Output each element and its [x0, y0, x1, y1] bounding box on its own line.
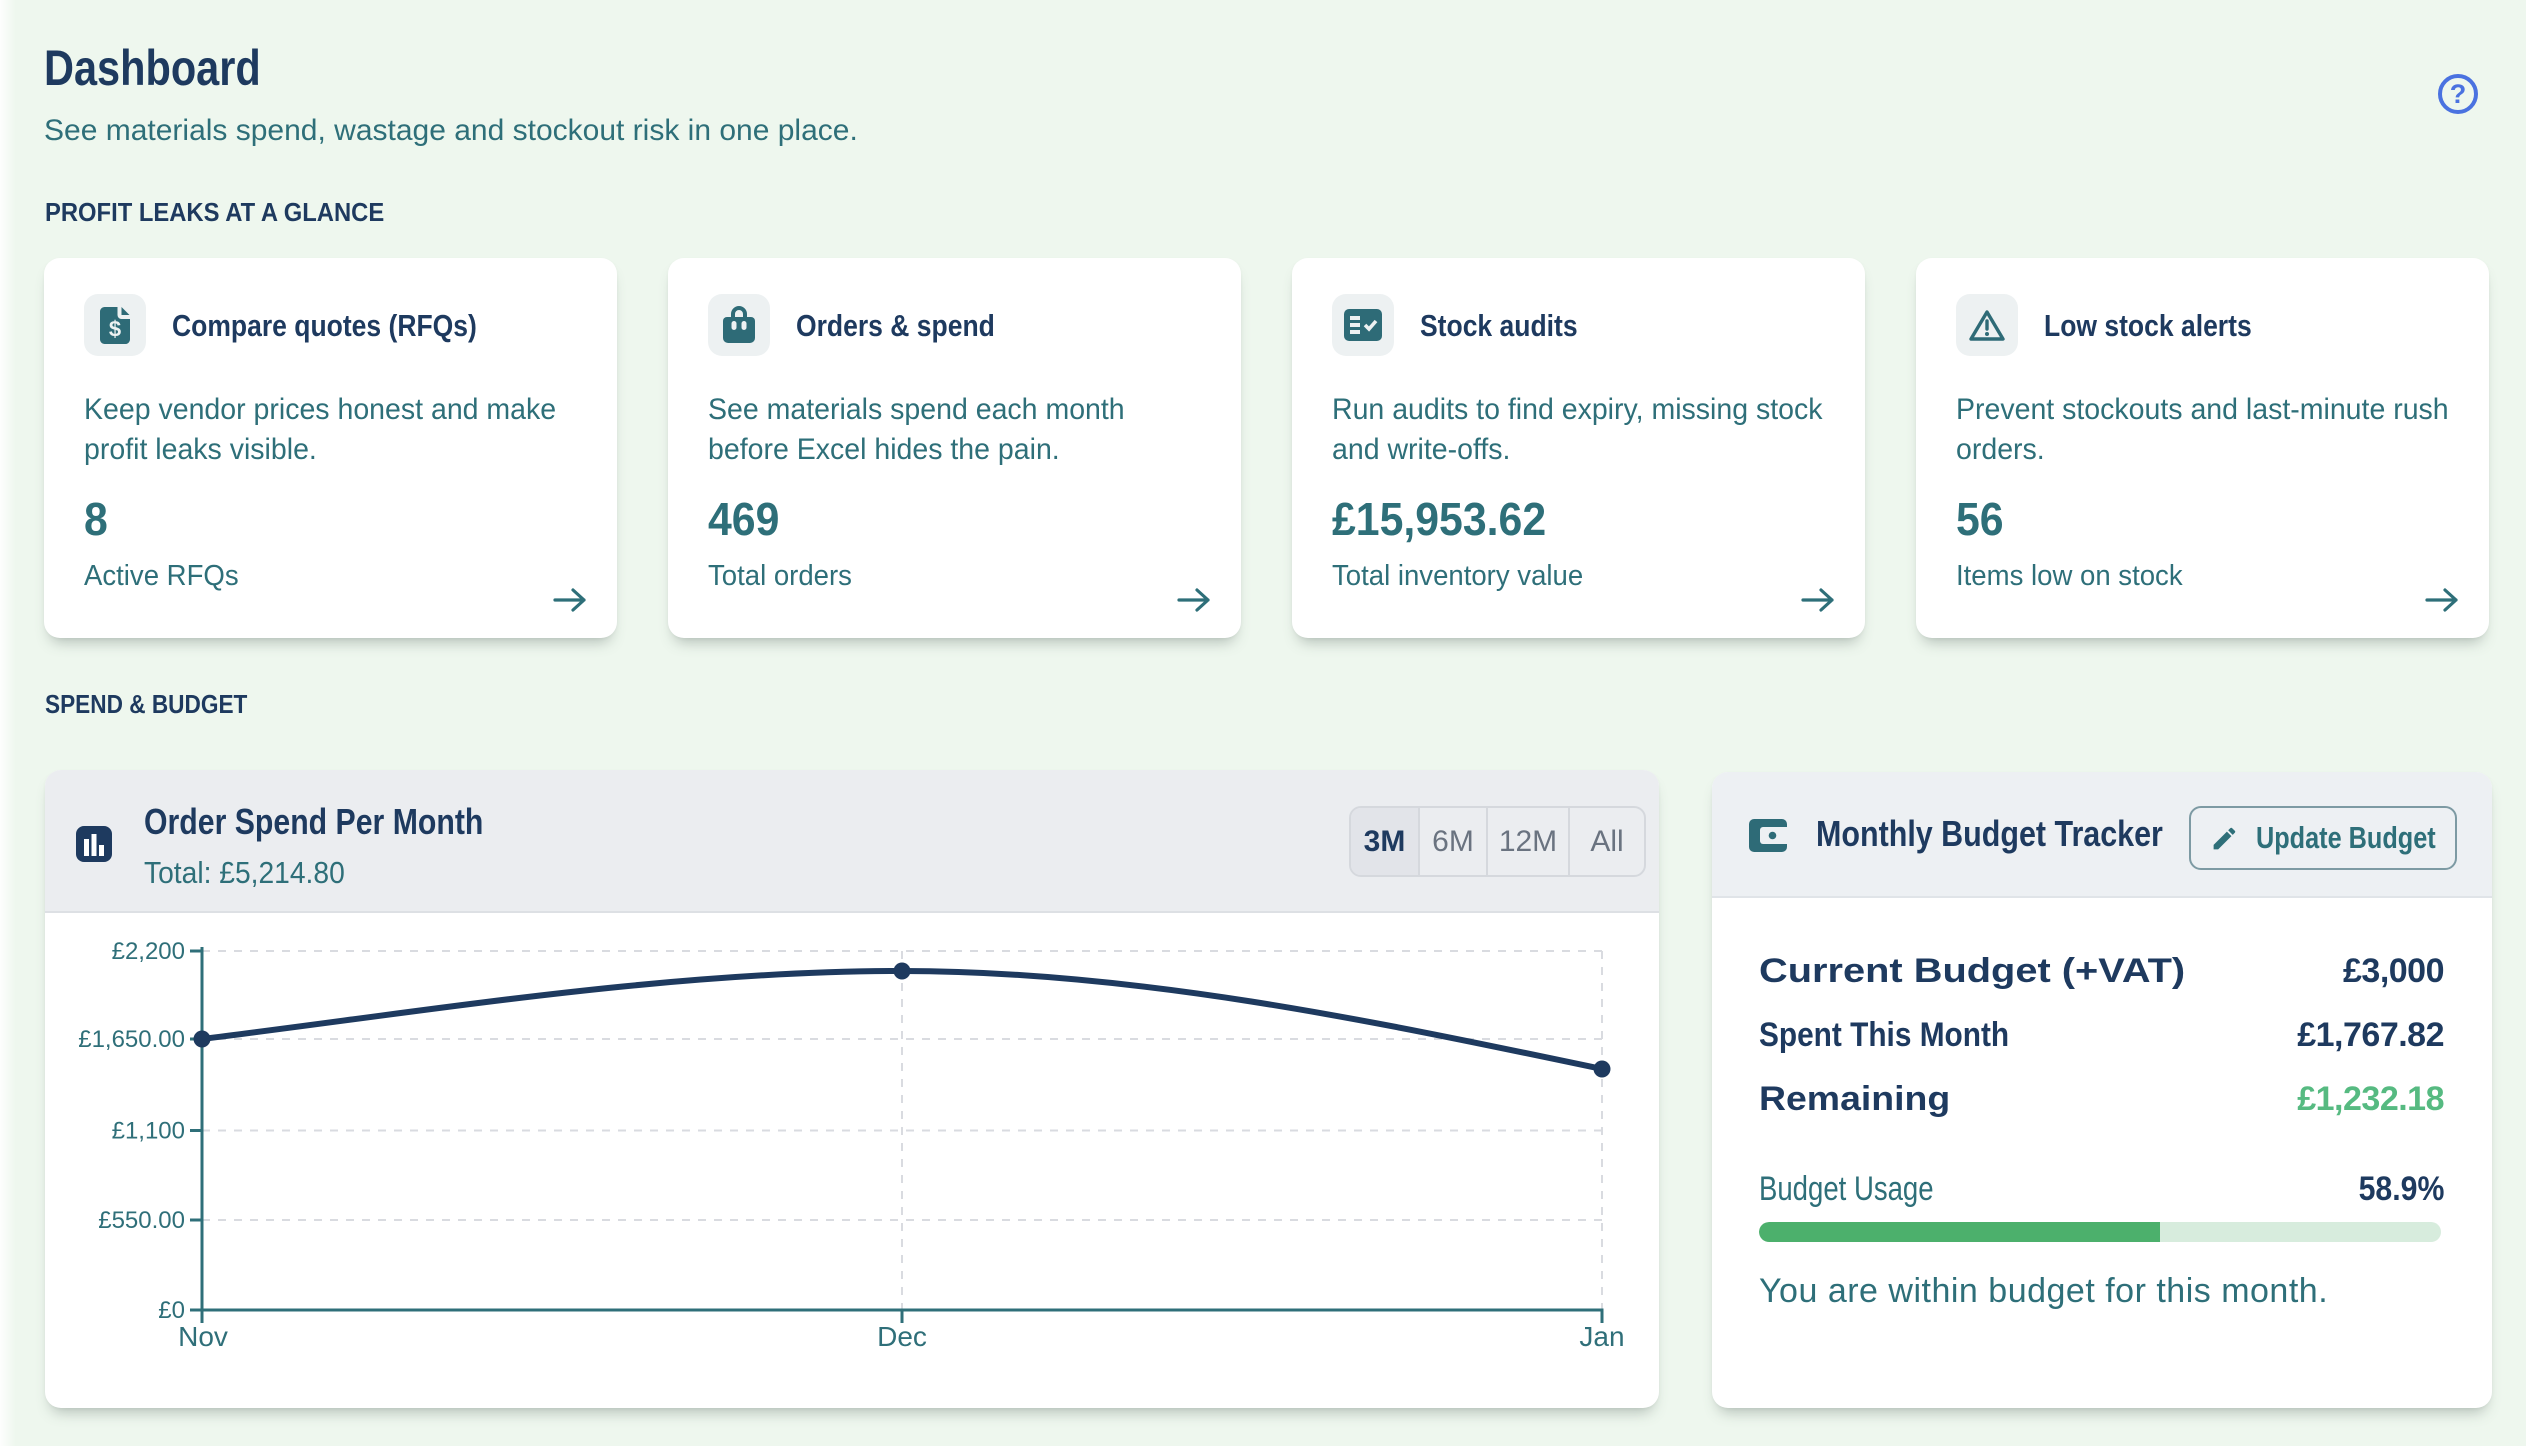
svg-text:Jan: Jan — [1579, 1321, 1624, 1352]
svg-text:Nov: Nov — [178, 1321, 228, 1352]
svg-text:£1,650.00: £1,650.00 — [78, 1026, 185, 1053]
svg-text:£1,100: £1,100 — [112, 1118, 185, 1145]
svg-text:£2,200: £2,200 — [112, 938, 185, 965]
svg-text:$: $ — [109, 316, 121, 341]
svg-text:£550.00: £550.00 — [98, 1207, 185, 1234]
svg-text:Dec: Dec — [877, 1321, 927, 1352]
svg-text:£0: £0 — [158, 1297, 185, 1324]
